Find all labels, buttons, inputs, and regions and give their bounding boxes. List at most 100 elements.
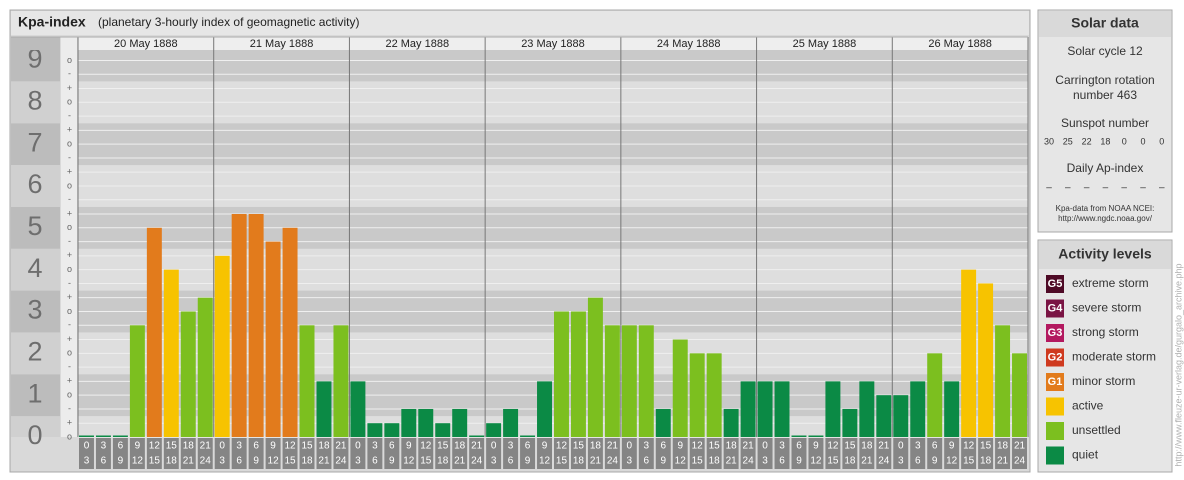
x-tick-label: 6: [915, 456, 921, 467]
ap-value: –: [1065, 183, 1071, 194]
x-tick-label: 6: [118, 441, 124, 452]
x-tick-label: 12: [810, 456, 822, 467]
y-minor-tick-label: -: [68, 110, 71, 120]
x-tick-label: 15: [149, 456, 161, 467]
x-tick-label: 9: [949, 441, 955, 452]
bar: [604, 325, 620, 437]
y-minor-tick-label: +: [67, 208, 72, 218]
x-tick-label: 12: [132, 456, 144, 467]
levels-title-bar: [1039, 241, 1171, 269]
y-tick-label: 8: [27, 85, 42, 115]
bar: [723, 408, 739, 437]
bar: [876, 395, 892, 437]
y-minor-tick-label: o: [67, 222, 72, 232]
x-label-box: [282, 438, 298, 469]
level-swatch: [1046, 275, 1064, 293]
band: [78, 50, 1028, 82]
x-tick-label: 18: [709, 456, 721, 467]
x-label-box: [910, 438, 926, 469]
x-tick-label: 15: [692, 456, 704, 467]
y-minor-tick-label: +: [67, 250, 72, 260]
x-label-box: [418, 438, 434, 469]
x-tick-label: 0: [627, 441, 633, 452]
x-label-box: [554, 438, 569, 469]
y-tick-label: 3: [27, 295, 42, 325]
x-label-box: [231, 438, 247, 469]
ap-title: Daily Ap-index: [1067, 161, 1144, 175]
x-label-box: [350, 438, 366, 469]
x-label-box: [689, 438, 705, 469]
x-tick-label: 9: [932, 456, 938, 467]
bar: [79, 435, 94, 437]
x-tick-label: 9: [677, 441, 683, 452]
x-label-box: [197, 438, 213, 469]
level-label: quiet: [1072, 448, 1099, 462]
x-tick-label: 21: [743, 441, 755, 452]
x-label-box: [638, 438, 654, 469]
bar: [333, 325, 349, 437]
x-label-box: [978, 438, 994, 469]
sunspot-value: 0: [1159, 136, 1164, 146]
x-tick-label: 9: [660, 456, 666, 467]
x-tick-label: 21: [335, 441, 347, 452]
x-tick-label: 0: [491, 441, 497, 452]
x-label-box: [163, 438, 179, 469]
bar: [503, 408, 519, 437]
sunspot-title: Sunspot number: [1061, 116, 1149, 130]
x-tick-label: 21: [590, 456, 602, 467]
x-label-box: [384, 438, 400, 469]
x-tick-label: 21: [607, 441, 619, 452]
y-label-band: [11, 165, 60, 207]
x-label-box: [129, 438, 145, 469]
x-label-box: [146, 438, 162, 469]
level-swatch: [1046, 397, 1064, 416]
x-tick-label: 3: [491, 456, 497, 467]
level-label: extreme storm: [1072, 276, 1149, 290]
bar: [655, 408, 671, 437]
y-label-band: [11, 290, 60, 333]
bar: [706, 353, 722, 437]
top-band: [78, 37, 1028, 50]
x-tick-label: 21: [200, 441, 212, 452]
levels-title: Activity levels: [1058, 246, 1152, 262]
y-tick-label: 4: [27, 253, 42, 283]
x-tick-label: 15: [963, 456, 975, 467]
carrington: number 463: [1073, 88, 1137, 102]
x-tick-label: 12: [675, 456, 687, 467]
x-tick-label: 21: [454, 456, 466, 467]
bar: [282, 227, 298, 437]
y-minor-tick-label: o: [67, 306, 72, 316]
x-tick-label: 12: [420, 441, 432, 452]
x-tick-label: 18: [844, 456, 856, 467]
y-tick-label: 1: [27, 378, 42, 408]
x-label-box: [316, 438, 332, 469]
day-label: 23 May 1888: [521, 38, 585, 50]
level-swatch: [1046, 446, 1064, 465]
x-tick-label: 9: [542, 441, 548, 452]
x-tick-label: 15: [573, 441, 585, 452]
x-label-box: [452, 438, 468, 469]
y-label-top: [11, 37, 60, 50]
y-label-band: [11, 332, 60, 375]
x-tick-label: 18: [980, 456, 992, 467]
level-label: unsettled: [1072, 423, 1121, 437]
level-label: moderate storm: [1072, 350, 1156, 364]
x-tick-label: 6: [101, 456, 107, 467]
bar: [418, 408, 434, 437]
x-tick-label: 21: [1014, 441, 1026, 452]
x-tick-label: 24: [743, 456, 755, 467]
solar-title-bar: [1039, 11, 1171, 37]
x-tick-label: 3: [219, 456, 225, 467]
x-tick-label: 18: [590, 441, 602, 452]
bar: [621, 325, 637, 437]
x-label-box: [248, 438, 264, 469]
x-tick-label: 9: [813, 441, 819, 452]
x-tick-label: 3: [84, 456, 90, 467]
x-tick-label: 6: [660, 441, 666, 452]
x-tick-label: 12: [827, 441, 839, 452]
x-tick-label: 9: [135, 441, 141, 452]
x-tick-label: 21: [878, 441, 890, 452]
y-label-band: [11, 374, 60, 417]
y-minor-tick-label: o: [67, 180, 72, 190]
x-tick-label: 21: [997, 456, 1009, 467]
